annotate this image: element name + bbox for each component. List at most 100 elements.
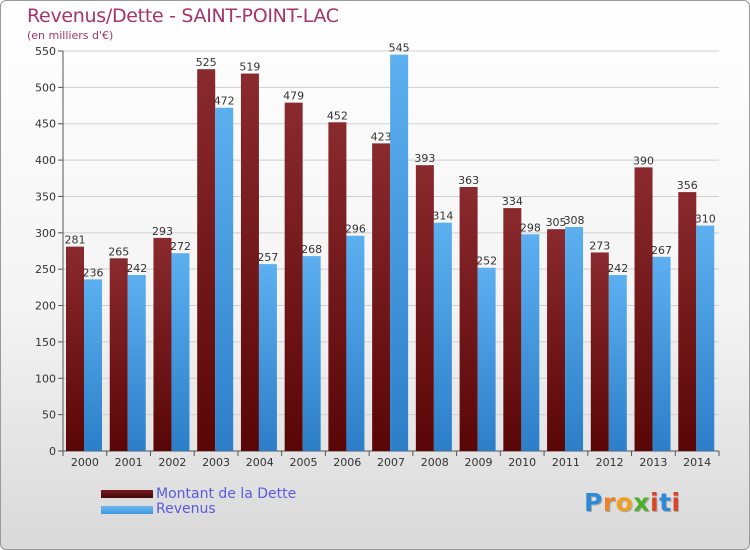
x-tick-label: 2011: [552, 456, 580, 469]
x-tick-label: 2003: [202, 456, 230, 469]
bar-revenue: [171, 253, 190, 451]
y-tick-label: 350: [35, 190, 56, 203]
data-label-debt: 393: [414, 152, 435, 165]
bar-revenue: [521, 234, 540, 451]
bar-debt: [66, 246, 84, 451]
data-label-revenue: 236: [83, 266, 104, 279]
data-label-revenue: 314: [432, 210, 453, 223]
legend-label-revenue: Revenus: [156, 501, 216, 517]
logo-letter: t: [659, 488, 672, 517]
x-tick-label: 2005: [290, 456, 318, 469]
data-label-revenue: 242: [126, 262, 147, 275]
bar-debt: [678, 192, 697, 451]
data-label-revenue: 268: [301, 243, 322, 256]
x-tick-label: 2002: [158, 456, 186, 469]
bar-debt: [109, 258, 128, 451]
x-tick-label: 2006: [333, 456, 361, 469]
bar-debt: [197, 69, 216, 451]
data-label-revenue: 308: [564, 214, 585, 227]
y-tick-label: 300: [35, 227, 56, 240]
legend-swatch-debt: [101, 490, 153, 498]
bar-debt: [328, 122, 347, 451]
y-tick-label: 200: [35, 300, 56, 313]
bar-debt: [547, 229, 566, 451]
bar-debt: [634, 167, 653, 451]
proxiti-logo: Proxiti: [584, 488, 681, 517]
legend-swatch-revenue: [101, 506, 153, 514]
bar-debt: [590, 252, 609, 451]
chart-title: Revenus/Dette - SAINT-POINT-LAC: [27, 5, 339, 27]
data-label-debt: 334: [502, 195, 523, 208]
y-tick-label: 50: [42, 409, 56, 422]
bar-revenue: [433, 222, 452, 451]
logo-letter: i: [671, 488, 681, 517]
data-label-debt: 519: [239, 61, 260, 74]
legend-label-debt: Montant de la Dette: [156, 486, 297, 502]
y-tick-label: 150: [35, 336, 56, 349]
data-label-debt: 273: [589, 239, 610, 252]
data-label-revenue: 298: [520, 221, 541, 234]
bar-revenue: [84, 279, 102, 451]
x-tick-label: 2012: [596, 456, 624, 469]
bar-debt: [415, 165, 434, 451]
y-tick-label: 450: [35, 118, 56, 131]
y-tick-label: 500: [35, 81, 56, 94]
logo-letter: r: [602, 488, 616, 517]
x-tick-label: 2007: [377, 456, 405, 469]
bar-debt: [240, 73, 259, 451]
chart-subtitle: (en milliers d'€): [27, 29, 114, 42]
y-tick-label: 100: [35, 372, 56, 385]
data-label-revenue: 472: [214, 95, 235, 108]
bar-revenue: [302, 256, 321, 451]
y-tick-label: 0: [49, 445, 56, 458]
bar-revenue: [390, 54, 409, 452]
logo-letter: P: [584, 488, 603, 517]
logo-letter: o: [615, 488, 634, 517]
y-tick-label: 550: [35, 45, 56, 58]
bar-revenue: [652, 256, 671, 451]
logo-letter: x: [633, 488, 650, 517]
bar-revenue: [565, 227, 584, 451]
data-label-debt: 525: [196, 56, 217, 69]
data-label-debt: 363: [458, 174, 479, 187]
bar-revenue: [608, 275, 627, 451]
bar-revenue: [346, 235, 365, 451]
data-label-debt: 305: [546, 216, 567, 229]
bar-revenue: [477, 267, 496, 451]
data-label-debt: 265: [108, 245, 129, 258]
x-tick-label: 2000: [71, 456, 99, 469]
y-tick-label: 400: [35, 154, 56, 167]
bar-revenue: [127, 275, 146, 451]
bar-debt: [459, 187, 478, 451]
bar-revenue: [696, 225, 715, 451]
x-tick-label: 2013: [639, 456, 667, 469]
data-label-revenue: 545: [389, 42, 410, 55]
bar-debt: [503, 208, 522, 451]
bar-revenue: [215, 107, 234, 452]
data-label-debt: 390: [633, 154, 654, 167]
data-label-revenue: 257: [257, 251, 278, 264]
x-tick-label: 2010: [508, 456, 536, 469]
data-label-revenue: 252: [476, 255, 497, 268]
data-label-revenue: 296: [345, 223, 366, 236]
data-label-debt: 281: [65, 234, 86, 247]
x-tick-label: 2001: [115, 456, 143, 469]
x-tick-label: 2008: [421, 456, 449, 469]
logo-letter: i: [650, 488, 660, 517]
bar-debt: [153, 237, 172, 451]
bar-revenue: [258, 264, 277, 451]
x-tick-label: 2004: [246, 456, 274, 469]
bar-debt: [372, 143, 391, 451]
x-tick-label: 2014: [683, 456, 711, 469]
bar-debt: [284, 102, 303, 452]
data-label-revenue: 267: [651, 244, 672, 257]
x-tick-label: 2009: [464, 456, 492, 469]
data-label-revenue: 310: [695, 213, 716, 226]
data-label-revenue: 272: [170, 240, 191, 253]
data-label-debt: 452: [327, 109, 348, 122]
data-label-debt: 479: [283, 90, 304, 103]
data-label-debt: 356: [677, 179, 698, 192]
data-label-debt: 423: [371, 130, 392, 143]
